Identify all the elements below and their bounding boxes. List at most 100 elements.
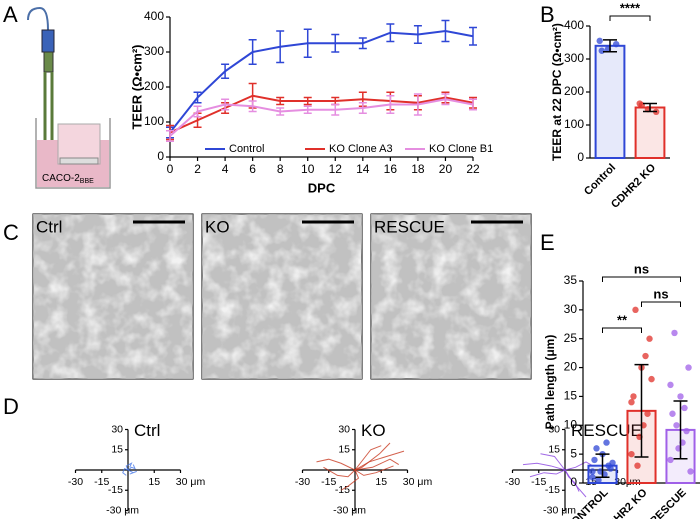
y-tick-label: -30 μm [333,504,366,516]
track [354,458,400,471]
data-point [598,47,605,54]
series-line [169,98,474,137]
panel-label: D [3,394,19,419]
y-tick-label: 25 [564,331,578,345]
significance-bracket [602,276,681,282]
legend-label: Control [229,143,264,155]
x-tick-label: 22 [466,162,480,176]
y-axis-label: Path length (μm) [543,335,557,430]
electrode-body [43,51,54,73]
x-tick-label: 10 [301,162,315,176]
x-tick-label: 15 [375,476,387,488]
x-tick-label: 15 [585,476,597,488]
micrograph-texture [202,214,362,379]
data-point [648,375,655,383]
trajectory-label: KO [361,421,386,440]
track [122,468,129,476]
y-tick-label: 30 [111,423,123,435]
significance-label: ** [617,312,628,327]
cell-layer [59,157,99,165]
x-tick-label: 6 [249,162,256,176]
cable [27,6,49,31]
x-axis-label: DPC [308,180,336,195]
x-tick-label: 8 [277,162,284,176]
schematic-label-main: CACO-2 [42,173,80,184]
data-point [630,393,637,400]
series-line [169,29,474,134]
data-point [681,404,688,412]
schematic: CACO-2BBE [27,6,111,189]
x-tick-label: CDHR2 KO [601,486,650,519]
data-point [591,456,598,464]
data-point [683,427,690,435]
data-point [677,393,684,400]
x-tick-label: 30 μm [403,476,433,488]
track [323,466,356,478]
error-bar [643,102,657,113]
data-point [644,410,651,417]
track [529,469,566,478]
track [354,450,405,471]
panel-label: C [3,220,19,245]
image-label: RESCUE [374,217,445,236]
schematic-label: CACO-2BBE [42,173,94,185]
y-tick-label: 100 [144,114,164,128]
data-point [634,462,641,469]
significance-label: ns [634,261,649,276]
y-tick-label: 15 [564,389,578,403]
image-label: KO [205,217,230,236]
data-point [685,364,692,371]
data-point [593,445,600,452]
track [354,442,391,471]
track [540,453,566,471]
y-tick-label: 30 [564,302,578,316]
y-tick-label: -15 [545,484,560,496]
data-point [603,439,610,446]
y-tick-label: 30 [338,423,350,435]
error-bar [603,39,617,53]
y-tick-label: 5 [570,446,577,460]
x-tick-label: -15 [94,476,109,488]
x-tick-label: -30 [295,476,310,488]
y-tick-label: 30 [548,423,560,435]
data-point [609,459,616,466]
y-tick-label: 35 [564,273,578,287]
data-point [687,468,694,475]
trajectory-label: Ctrl [134,421,160,440]
series-line [169,94,474,134]
track [564,461,594,471]
track [127,464,136,471]
micrograph-texture [33,214,193,379]
y-tick-label: -15 [108,484,123,496]
data-point [667,456,674,464]
legend-label: KO Clone A3 [329,143,393,155]
data-point [669,410,676,417]
data-point [612,40,620,48]
data-point [671,329,678,337]
y-tick-label: 0 [577,150,584,164]
y-tick-label: 400 [144,9,164,23]
y-tick-label: 0 [570,475,577,489]
track [354,465,394,476]
y-tick-label: -30 μm [543,504,576,516]
data-point [596,37,603,45]
error-bar [595,453,610,478]
legend-label: KO Clone B1 [429,143,493,155]
y-tick-label: 300 [144,44,164,58]
y-tick-label: 15 [111,444,123,456]
y-tick-label: 200 [144,79,164,93]
beaker [35,118,111,189]
image-label: Ctrl [36,217,62,236]
y-tick-label: 10 [564,417,578,431]
significance-label: **** [620,0,641,15]
data-point [589,468,596,475]
x-tick-label: 14 [356,162,370,176]
significance-bracket [641,301,681,307]
y-tick-label: 15 [338,444,350,456]
x-tick-label: 0 [167,162,174,176]
x-tick-label: 12 [329,162,343,176]
y-axis-label: TEER (Ω•cm²) [129,44,144,129]
x-tick-label: Control [582,162,618,198]
x-tick-label: -15 [321,476,336,488]
